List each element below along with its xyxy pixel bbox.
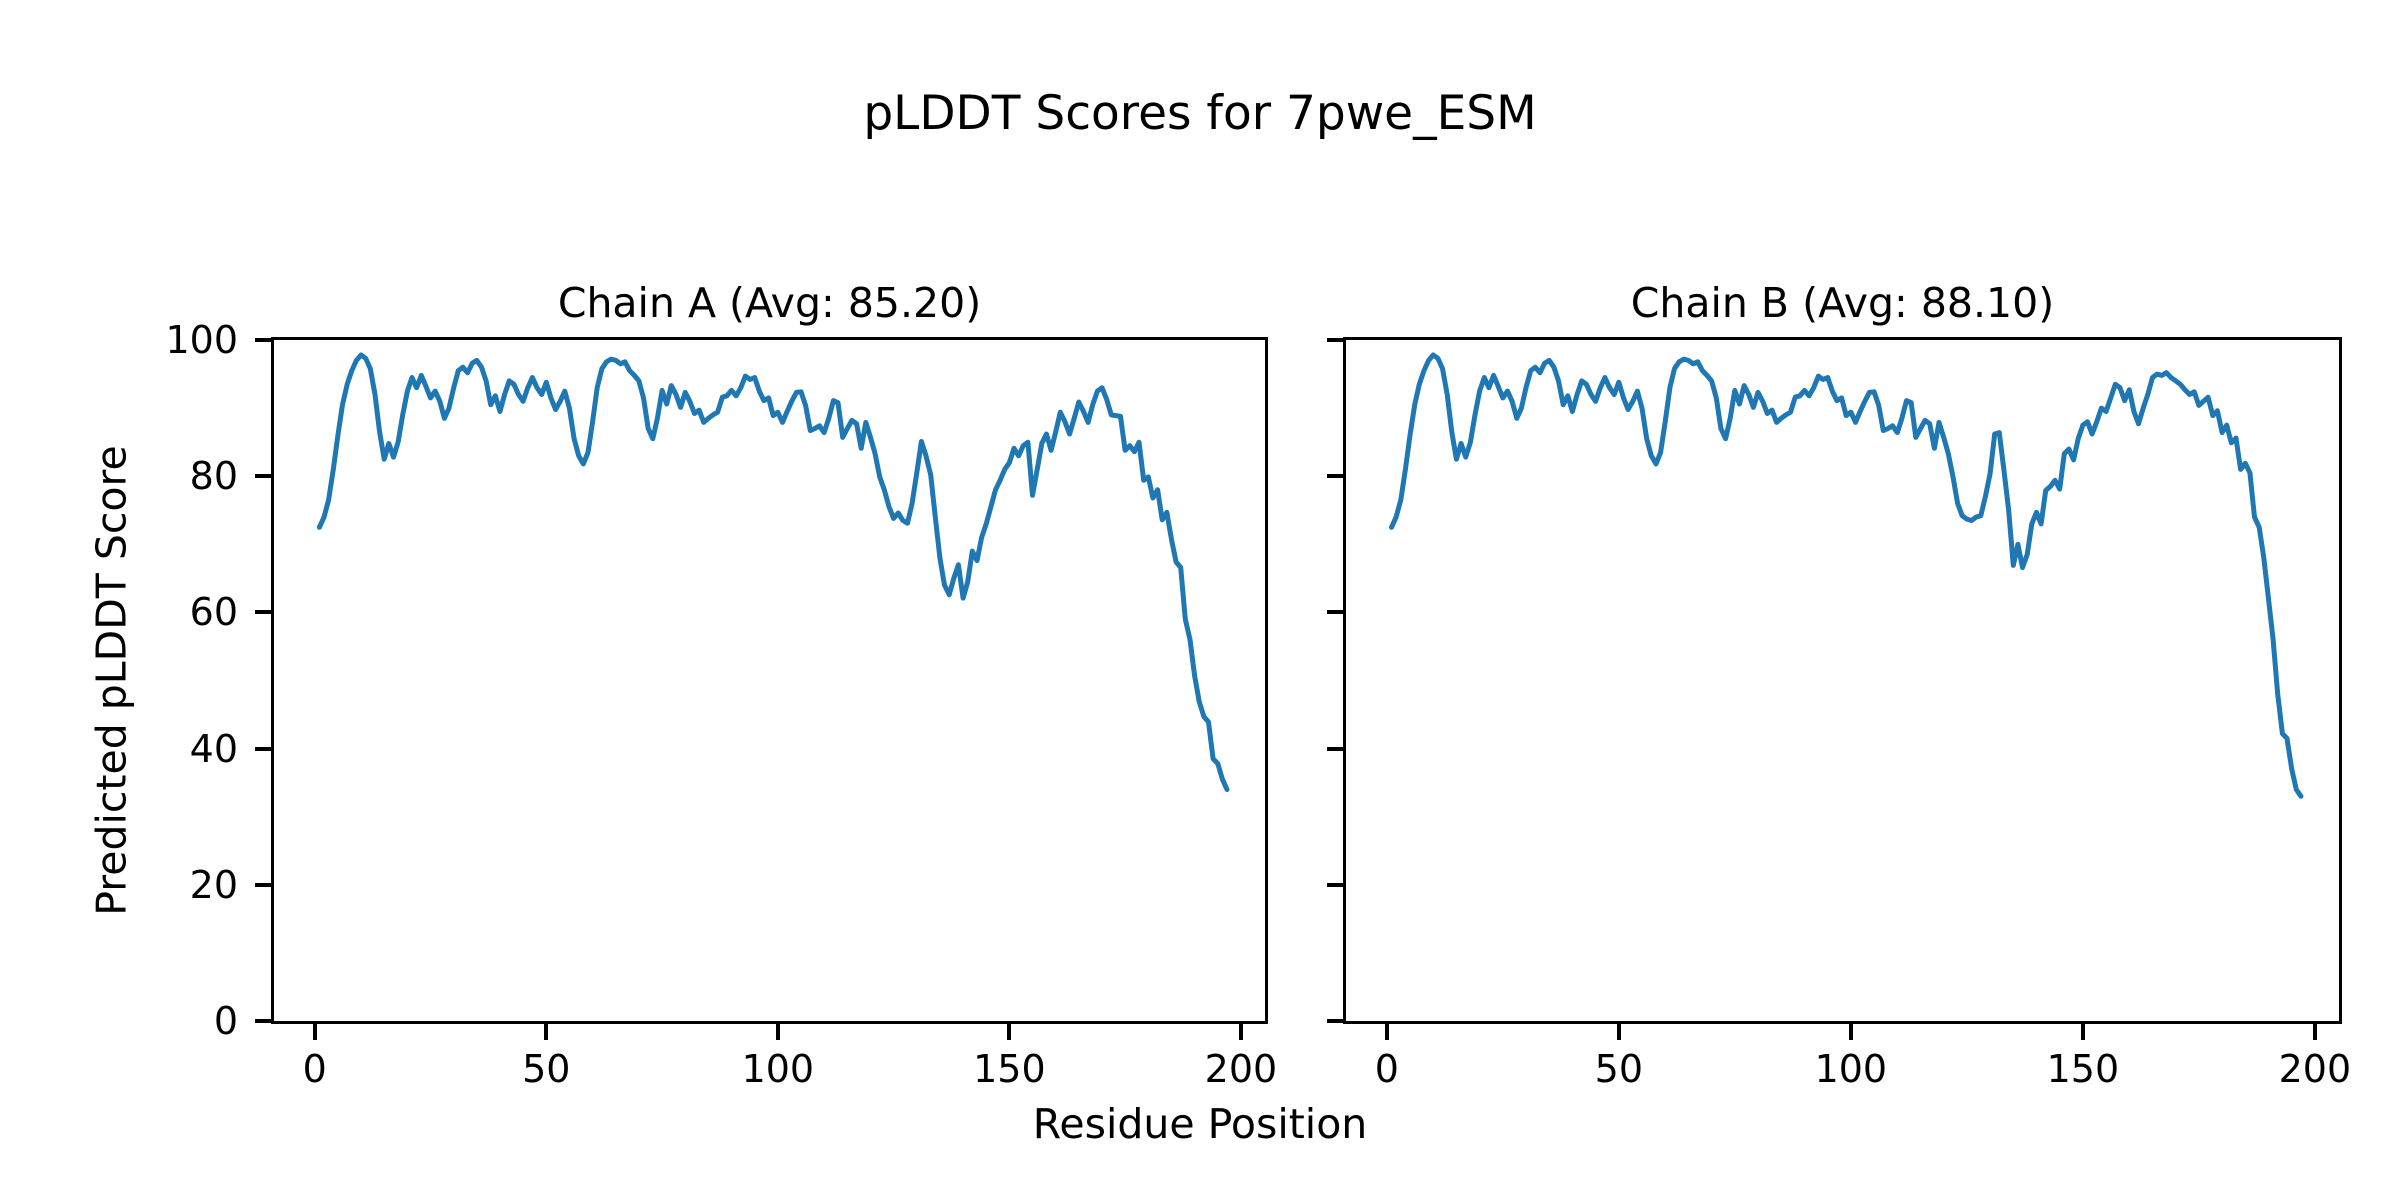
x-tick-label: 100 — [1814, 1047, 1888, 1091]
y-tick — [255, 610, 271, 615]
x-tick — [1616, 1024, 1621, 1040]
y-tick-label: 80 — [189, 454, 238, 499]
y-tick-label: 20 — [189, 862, 238, 907]
x-tick-label: 0 — [302, 1047, 327, 1091]
x-tick-label: 50 — [1594, 1047, 1643, 1091]
y-tick — [255, 746, 271, 751]
y-axis-label: Predicted pLDDT Score — [87, 445, 136, 916]
x-tick — [1238, 1024, 1243, 1040]
y-tick — [1327, 338, 1343, 342]
x-tick-label: 150 — [973, 1047, 1046, 1091]
y-tick — [255, 338, 271, 342]
x-tick-label: 50 — [522, 1047, 571, 1091]
y-tick — [1327, 746, 1343, 751]
y-tick-label: 0 — [213, 999, 238, 1043]
x-tick — [1848, 1024, 1853, 1040]
chart-svg-chain-a — [316, 352, 1230, 792]
y-tick — [255, 882, 271, 887]
y-tick — [255, 474, 271, 479]
subplot-title-chain-b: Chain B (Avg: 88.10) — [1630, 279, 2055, 327]
y-tick — [1327, 474, 1343, 479]
x-tick — [2080, 1024, 2085, 1040]
plddt-line-chain-b — [1389, 352, 2304, 799]
x-tick-label: 200 — [2278, 1047, 2352, 1091]
y-tick-label: 40 — [189, 726, 238, 771]
axes-chain-a — [271, 337, 1268, 1024]
subplot-title-chain-a: Chain A (Avg: 85.20) — [557, 279, 982, 327]
y-tick — [1327, 1019, 1343, 1023]
y-tick-label: 60 — [189, 590, 238, 635]
x-tick — [312, 1024, 317, 1040]
x-tick-label: 0 — [1374, 1047, 1399, 1091]
x-axis-label: Residue Position — [1032, 1100, 1368, 1148]
x-tick — [775, 1024, 780, 1040]
y-tick-label: 100 — [165, 318, 238, 362]
axes-chain-b — [1343, 337, 2342, 1024]
x-tick-label: 200 — [1204, 1047, 1278, 1091]
x-tick — [1007, 1024, 1012, 1040]
y-tick — [1327, 882, 1343, 887]
x-tick — [1384, 1024, 1389, 1040]
figure-title: pLDDT Scores for 7pwe_ESM — [863, 86, 1537, 141]
x-tick-label: 100 — [741, 1047, 815, 1091]
chart-svg-chain-b — [1389, 352, 2304, 799]
plddt-line-chain-a — [316, 352, 1230, 792]
x-tick-label: 150 — [2046, 1047, 2120, 1091]
y-tick — [255, 1019, 271, 1023]
x-tick — [544, 1024, 549, 1040]
x-tick — [2312, 1024, 2317, 1040]
y-tick — [1327, 610, 1343, 615]
